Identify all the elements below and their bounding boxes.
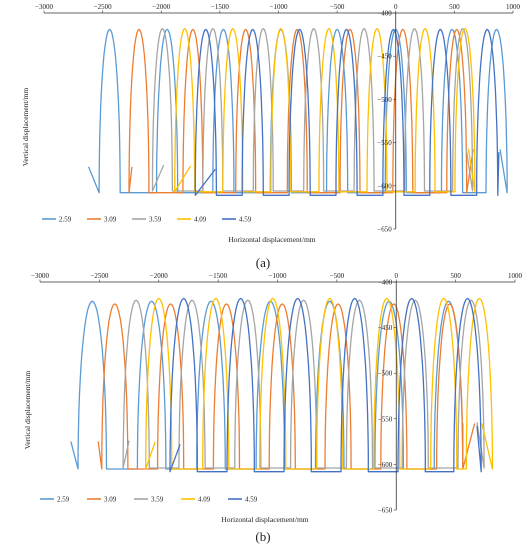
y-tick-label: −600 <box>378 461 393 469</box>
x-tick-label: −2000 <box>152 3 170 11</box>
x-tick-label: −1500 <box>209 272 227 280</box>
x-axis-title: Horizontal displacement/mm <box>228 235 315 244</box>
legend-label: 4.59 <box>245 496 258 504</box>
legend-label: 2.59 <box>57 496 70 504</box>
x-tick-label: −500 <box>330 3 345 11</box>
y-tick-label: −600 <box>377 182 392 190</box>
x-tick-label: 0 <box>395 272 399 280</box>
x-tick-label: −2000 <box>150 272 168 280</box>
legend-label: 2.59 <box>59 216 72 224</box>
x-tick-label: −1000 <box>270 3 288 11</box>
x-tick-label: 1000 <box>508 272 523 280</box>
x-tick-labels: −3000 −2500 −2000 −1500 −1000 −500 0 500 1000 <box>31 272 523 282</box>
legend-label: 3.59 <box>151 496 164 504</box>
x-tick-label: −1000 <box>269 272 287 280</box>
x-tick-labels: −3000 −2500 −2000 −1500 −1000 −500 0 500 1000 <box>35 3 521 13</box>
x-tick-label: 500 <box>450 272 461 280</box>
legend: 2.59 3.09 3.59 4.09 4.59 <box>40 496 258 504</box>
x-tick-label: −1500 <box>211 3 229 11</box>
x-tick-label: −3000 <box>35 3 53 11</box>
series-line-3-59 <box>151 27 474 192</box>
panel-label-b: (b) <box>255 529 270 544</box>
legend-label: 3.09 <box>104 496 117 504</box>
y-tick-label: −450 <box>378 324 393 332</box>
series-line-4-59 <box>194 28 500 196</box>
series-line-4-59 <box>169 297 482 473</box>
x-tick-label: −3000 <box>31 272 49 280</box>
legend-label: 3.09 <box>104 216 117 224</box>
x-tick-label: −500 <box>330 272 345 280</box>
series-line-3-59 <box>122 299 485 469</box>
y-tick-label: −400 <box>378 279 393 287</box>
y-tick-label: −550 <box>378 415 393 423</box>
series-line-3-09 <box>97 303 476 470</box>
series-line-3-09 <box>128 28 474 194</box>
series-line-2-59 <box>87 28 508 194</box>
y-tick-label: −500 <box>377 96 392 104</box>
chart-panel-a: −3000 −2500 −2000 −1500 −1000 −500 0 500 1000 −4… <box>21 3 521 270</box>
series-line-4-09 <box>174 27 476 193</box>
y-axis-title: Vertical displacement/mm <box>21 88 30 167</box>
y-tick-label: −650 <box>377 226 392 234</box>
legend-label: 3.59 <box>149 216 162 224</box>
chart-panel-b: −3000 −2500 −2000 −1500 −1000 −500 0 500 1000 −4… <box>23 272 523 544</box>
y-tick-labels: −400 −450 −500 −550 −600 −650 <box>377 10 396 234</box>
y-tick-label: −400 <box>377 10 392 18</box>
y-tick-label: −650 <box>378 507 393 515</box>
y-tick-labels: −400 −450 −500 −550 −600 −650 <box>378 279 397 515</box>
y-axis-title: Vertical displacement/mm <box>23 371 32 450</box>
x-tick-label: 1000 <box>506 3 521 11</box>
legend: 2.59 3.09 3.59 4.09 4.59 <box>42 216 252 224</box>
panel-label-a: (a) <box>256 255 270 270</box>
series-layer <box>70 297 494 473</box>
legend-label: 4.09 <box>194 216 207 224</box>
x-tick-label: 0 <box>394 3 398 11</box>
y-tick-label: −450 <box>377 53 392 61</box>
legend-label: 4.09 <box>198 496 211 504</box>
x-tick-label: 500 <box>449 3 460 11</box>
series-layer <box>87 27 508 196</box>
y-tick-label: −500 <box>378 370 393 378</box>
x-axis-title: Horizontal displacement/mm <box>221 515 308 524</box>
legend-label: 4.59 <box>239 216 252 224</box>
y-tick-label: −550 <box>377 139 392 147</box>
x-tick-label: −2500 <box>94 3 112 11</box>
x-tick-label: −2500 <box>90 272 108 280</box>
